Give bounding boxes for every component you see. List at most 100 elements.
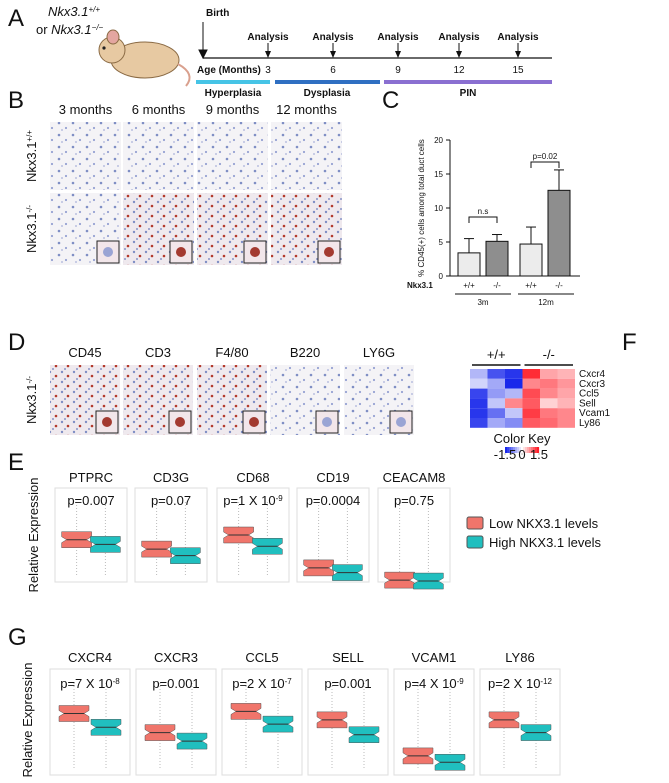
age-label: 15 <box>512 65 524 76</box>
heatmap-cell <box>470 418 488 428</box>
age-label: 6 <box>330 65 336 76</box>
color-key-step <box>513 447 516 453</box>
text-part: +/+ <box>88 5 100 14</box>
timeline-label: Birth <box>206 8 229 19</box>
column-title: 9 months <box>206 102 260 117</box>
text-part: -8 <box>113 677 121 686</box>
color-key-step <box>521 447 524 453</box>
y-tick-label: 10 <box>434 204 443 213</box>
heatmap-cell <box>487 388 505 399</box>
heatmap-cell <box>470 398 488 409</box>
p-value: p=0.001 <box>324 676 371 691</box>
text-part: Nkx3.1 <box>24 142 39 182</box>
timeline-arrow <box>456 51 462 58</box>
panel-letter: A <box>8 5 24 32</box>
plot-frame <box>134 487 208 583</box>
color-key-step <box>533 447 536 453</box>
stage-bar <box>275 80 380 84</box>
gene-title: SELL <box>332 650 364 665</box>
gene-title: CD19 <box>316 470 349 485</box>
heatmap-cell <box>470 378 488 389</box>
micrograph-inset-cell <box>324 247 334 257</box>
color-key-tick-label: 0 <box>518 447 525 462</box>
panel-letter: C <box>382 87 399 114</box>
heatmap-cell <box>522 378 540 389</box>
micrograph <box>50 122 121 190</box>
color-key-step <box>525 447 528 453</box>
stage-bar <box>196 80 270 84</box>
heatmap-cell <box>557 408 575 418</box>
plot-frame <box>49 668 131 776</box>
gene-title: CCL5 <box>245 650 278 665</box>
legend-label: Low NKX3.1 levels <box>489 516 599 531</box>
text-part: p=2 X 10 <box>232 676 284 691</box>
y-axis-label: % CD45(+) cells among total duct cells <box>417 139 426 277</box>
column-title: CD3 <box>145 345 171 360</box>
row-label: Nkx3.1+/+ <box>24 130 39 182</box>
plot-frame <box>393 668 475 776</box>
group-label: 3m <box>477 298 488 307</box>
heatmap-cell <box>540 388 558 399</box>
y-axis-label: Relative Expression <box>20 663 35 778</box>
timeline-arrow <box>395 51 401 58</box>
bar <box>457 252 481 277</box>
plot-frame <box>307 668 389 776</box>
text-part: −/− <box>92 23 104 32</box>
micrograph-inset-cell <box>103 247 113 257</box>
color-key-title: Color Key <box>493 431 551 446</box>
heatmap-cell <box>540 408 558 418</box>
heatmap-cell <box>557 418 575 428</box>
y-tick-label: 0 <box>439 272 444 281</box>
plot-frame <box>216 487 290 583</box>
legend-label: High NKX3.1 levels <box>489 535 601 550</box>
age-label: 9 <box>395 65 401 76</box>
group-label: +/+ <box>487 347 506 362</box>
p-value: p=0.0004 <box>306 493 361 508</box>
gene-label: Sell <box>579 398 596 409</box>
color-key-step <box>507 447 510 453</box>
text-part: p=4 X 10 <box>404 676 456 691</box>
heatmap-cell <box>487 418 505 428</box>
color-key-step <box>537 447 540 453</box>
timeline-arrow <box>515 51 521 58</box>
heatmap-cell <box>505 388 523 399</box>
gene-label: Cxcr3 <box>579 379 606 390</box>
p-value: p=2 X 10-7 <box>232 676 292 691</box>
heatmap-cell <box>487 369 505 379</box>
bar <box>547 189 571 277</box>
heatmap-cell <box>470 388 488 399</box>
row-label: Nkx3.1-/- <box>24 376 39 424</box>
age-axis-label: Age (Months) <box>197 65 261 76</box>
column-title: LY6G <box>363 345 395 360</box>
text-part: -/- <box>25 205 34 213</box>
p-value: p=2 X 10-12 <box>488 676 553 691</box>
color-key-step <box>509 447 512 453</box>
y-tick-label: 20 <box>434 136 443 145</box>
heatmap-cell <box>505 408 523 418</box>
text-part: p=0.007 <box>67 493 114 508</box>
heatmap-cell <box>522 408 540 418</box>
text-part: Nkx3.1 <box>24 213 39 253</box>
heatmap-cell <box>487 398 505 409</box>
stage-label: Hyperplasia <box>205 88 262 99</box>
heatmap-cell <box>522 418 540 428</box>
group-label: -/- <box>543 347 555 362</box>
micrograph-inset-cell <box>102 417 112 427</box>
significance-bracket <box>468 216 498 223</box>
x-tick-label: +/+ <box>463 281 475 290</box>
gene-title: CEACAM8 <box>383 470 446 485</box>
gene-label: Ly86 <box>579 418 601 429</box>
gene-title: CD68 <box>236 470 269 485</box>
color-key-step <box>529 447 532 453</box>
heatmap-cell <box>557 388 575 399</box>
text-part: p=0.001 <box>324 676 371 691</box>
gene-title: LY86 <box>505 650 534 665</box>
color-key-tick-label: -1.5 <box>494 447 516 462</box>
timeline-label: Analysis <box>438 32 480 43</box>
heatmap-cell <box>540 378 558 389</box>
color-key-step <box>535 447 538 453</box>
p-value: p=1 X 10-9 <box>223 493 283 508</box>
significance-label: n.s <box>478 207 489 216</box>
heatmap-cell <box>487 378 505 389</box>
gene-title: VCAM1 <box>412 650 457 665</box>
